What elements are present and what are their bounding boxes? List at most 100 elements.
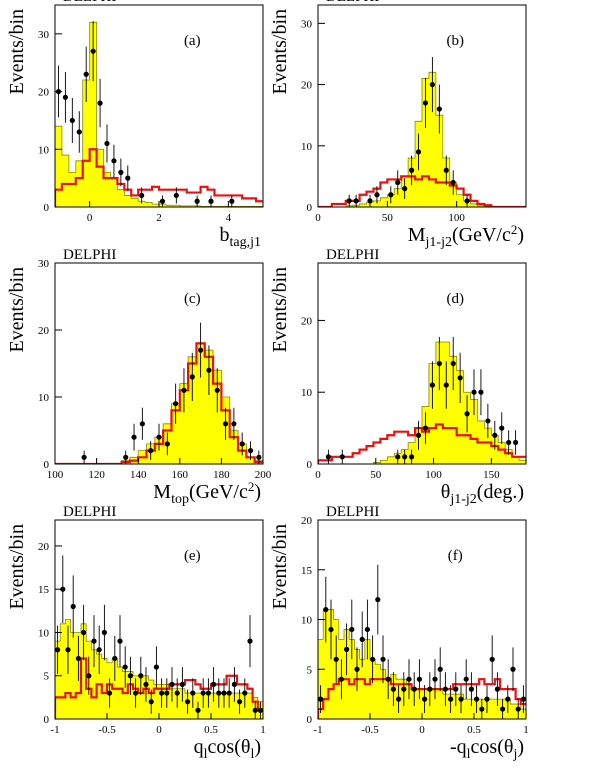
data-point <box>211 681 217 687</box>
plot-area <box>318 57 526 207</box>
plot-area <box>318 336 526 464</box>
data-point <box>169 681 175 687</box>
data-point <box>118 169 124 175</box>
experiment-label: DELPHI <box>326 247 379 263</box>
panel-label: (e) <box>184 548 201 564</box>
data-point <box>83 71 89 77</box>
plot-frame <box>317 4 527 208</box>
data-point <box>429 382 435 388</box>
plot-area <box>55 21 263 207</box>
experiment-label: DELPHI <box>63 504 116 520</box>
data-point <box>499 425 505 431</box>
data-point <box>443 167 449 173</box>
data-point <box>229 198 235 204</box>
data-point <box>380 656 386 662</box>
data-point <box>97 100 103 106</box>
x-axis-label: -qlcos(θj) <box>450 736 524 762</box>
data-point <box>333 656 339 662</box>
data-point <box>520 696 526 702</box>
y-axis-label: Events/bin <box>6 9 28 95</box>
x-tick-label: 50 <box>382 212 394 224</box>
panel-label: (b) <box>447 33 465 49</box>
data-point <box>86 673 92 679</box>
data-point <box>388 192 394 198</box>
data-point <box>231 421 237 427</box>
data-point <box>484 696 490 702</box>
data-point <box>463 676 469 682</box>
panel-d: 0 50 100 150 0 10 20 Events/bin θj1-j2(deg.) (d) D… <box>269 247 527 507</box>
data-point <box>453 686 459 692</box>
data-point <box>70 603 76 610</box>
data-point <box>179 681 185 687</box>
data-point <box>222 421 229 427</box>
data-point <box>359 636 365 643</box>
data-point <box>185 699 191 705</box>
data-point <box>173 401 179 407</box>
data-point <box>205 690 211 696</box>
x-tick-label: 0 <box>419 724 425 736</box>
data-point <box>127 673 133 679</box>
data-point <box>354 666 360 672</box>
yellow-histogram <box>318 71 526 207</box>
y-tick-label: 15 <box>301 565 313 577</box>
experiment-label: DELPHI <box>326 0 379 5</box>
data-point <box>75 655 81 662</box>
data-point <box>437 666 443 672</box>
data-point <box>402 454 408 460</box>
data-point <box>125 175 131 181</box>
data-point <box>139 421 145 427</box>
y-tick-label: 0 <box>307 202 313 214</box>
data-point <box>123 454 129 460</box>
data-point <box>422 425 429 431</box>
data-point <box>432 676 438 682</box>
data-point <box>409 167 415 173</box>
red-histogram <box>55 342 263 464</box>
x-tick-label: 4 <box>226 212 232 224</box>
yellow-histogram <box>55 21 263 207</box>
data-point <box>448 696 454 702</box>
data-point <box>164 690 170 696</box>
y-tick-label: 10 <box>38 392 50 404</box>
data-point <box>436 106 442 112</box>
data-point <box>450 360 456 367</box>
x-tick-label: -1 <box>50 724 59 736</box>
panel-label: (c) <box>184 291 201 307</box>
data-point <box>471 389 477 395</box>
data-point <box>208 198 214 204</box>
x-tick-label: 0 <box>315 469 321 481</box>
data-point <box>159 198 166 204</box>
x-tick-label: 1 <box>260 724 266 736</box>
x-tick-label: -0.5 <box>98 724 116 736</box>
x-tick-label: 150 <box>483 469 500 481</box>
y-tick-label: 20 <box>301 315 313 327</box>
data-point <box>221 690 227 696</box>
experiment-label: DELPHI <box>63 0 116 5</box>
data-point <box>138 673 144 679</box>
data-point <box>252 707 258 713</box>
data-point <box>328 626 334 633</box>
panel-b: 0 50 100 0 10 20 30 Events/bin Mj1-j2(GeV/c2) (b)… <box>269 0 527 250</box>
panel-f: -1 -0.5 0 0.5 105101520Events/bin-qlcos(θj)(… <box>269 504 529 762</box>
data-point <box>60 586 66 592</box>
yellow-histogram <box>318 341 526 464</box>
data-point <box>375 597 381 603</box>
x-tick-label: 180 <box>213 469 230 481</box>
red-histogram <box>55 148 263 207</box>
x-tick-label: 2 <box>156 212 162 224</box>
data-point <box>206 367 212 373</box>
y-tick-label: 10 <box>301 141 313 153</box>
data-point <box>346 198 352 204</box>
x-tick-label: 0.5 <box>467 724 481 736</box>
y-tick-label: 10 <box>301 615 313 627</box>
x-tick-label: 0 <box>315 212 321 224</box>
data-point <box>257 707 263 713</box>
x-tick-label: 0 <box>156 724 162 736</box>
data-point <box>500 706 506 712</box>
y-tick-label: 15 <box>38 584 50 596</box>
data-point <box>96 647 102 653</box>
y-tick-label: 0 <box>307 714 313 726</box>
y-tick-label: 20 <box>38 541 50 553</box>
data-point <box>148 448 154 454</box>
y-tick-label: 20 <box>38 87 50 99</box>
data-point <box>91 638 97 644</box>
